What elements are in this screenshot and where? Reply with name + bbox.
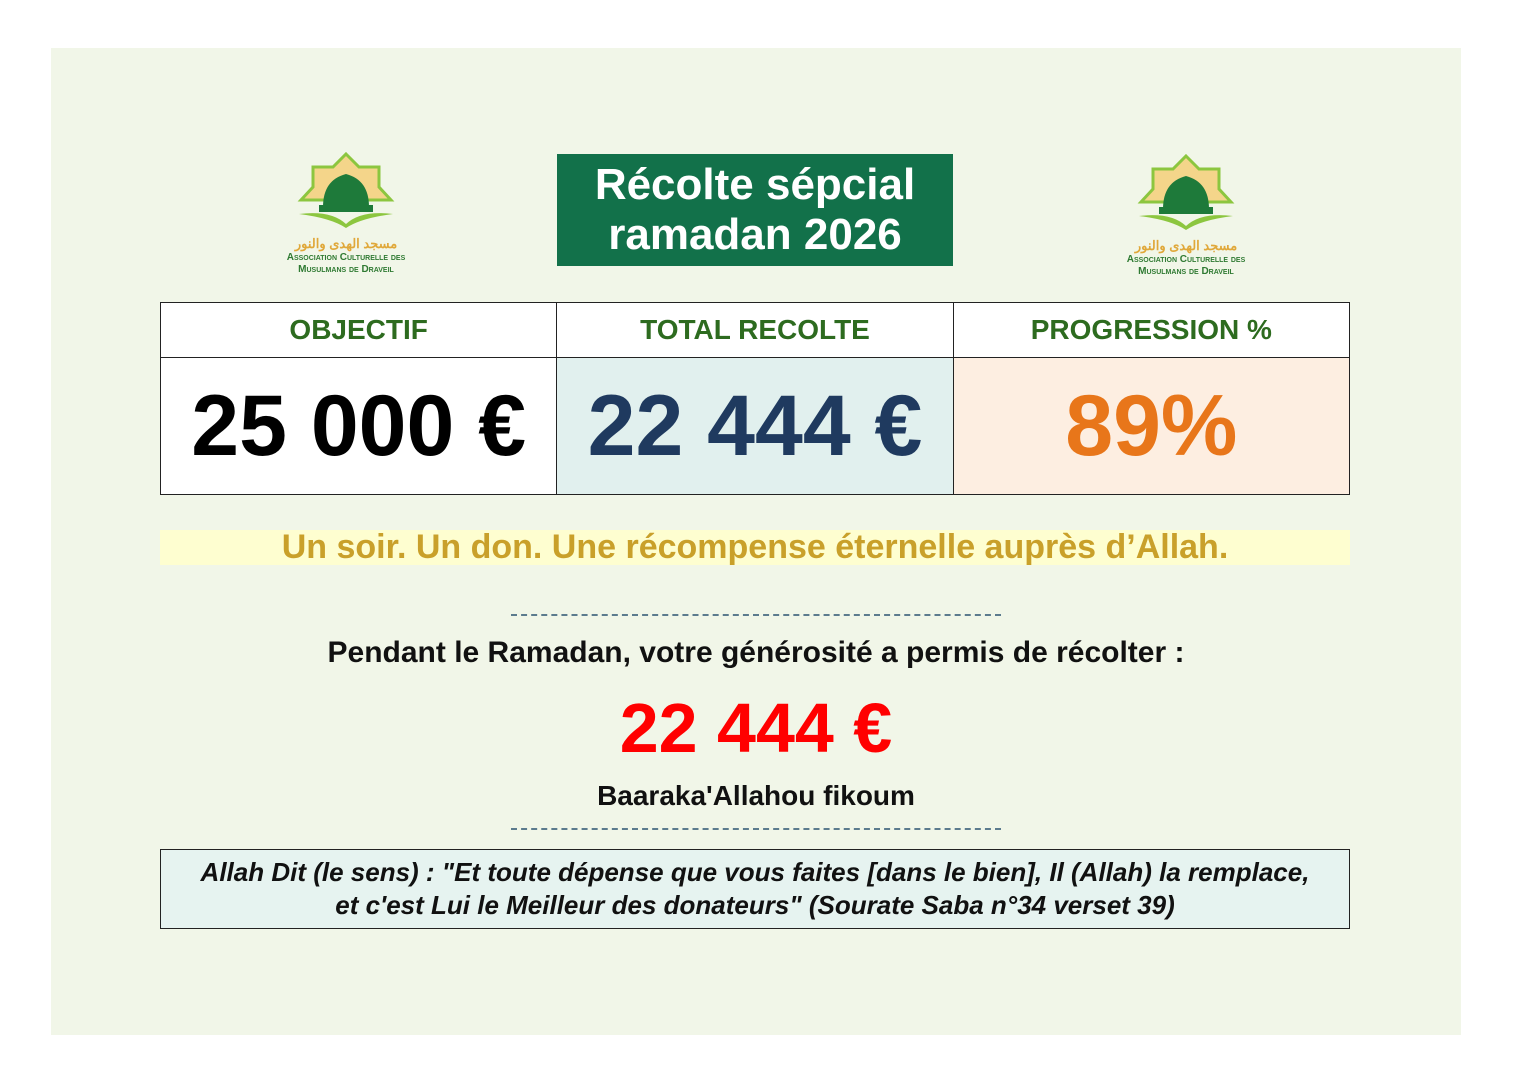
page-title: Récolte sépcial ramadan 2026 bbox=[557, 154, 953, 266]
blessing-text: Baaraka'Allahou fikoum bbox=[597, 780, 915, 811]
value-progression: 89% bbox=[952, 357, 1351, 495]
value-objectif: 25 000 € bbox=[159, 357, 558, 495]
collected-amount: 22 444 € bbox=[619, 689, 893, 767]
value-total: 22 444 € bbox=[556, 357, 954, 495]
header-objectif: OBJECTIF bbox=[159, 302, 558, 358]
header-total: TOTAL RECOLTE bbox=[556, 302, 954, 358]
summary-table: OBJECTIF TOTAL RECOLTE PROGRESSION % 25 … bbox=[159, 302, 1351, 495]
intro-text: Pendant le Ramadan, votre générosité a p… bbox=[327, 636, 1185, 669]
divider bbox=[511, 828, 1001, 830]
quote-box: Allah Dit (le sens) : "Et toute dépense … bbox=[160, 849, 1350, 929]
mosque-logo-icon bbox=[1137, 154, 1235, 230]
slogan: Un soir. Un don. Une récompense éternell… bbox=[160, 530, 1350, 565]
logo-left: مسجد الهدى والنور Association Culturelle… bbox=[246, 152, 446, 276]
poster: مسجد الهدى والنور Association Culturelle… bbox=[51, 48, 1461, 1035]
logo-right: مسجد الهدى والنور Association Culturelle… bbox=[1086, 154, 1286, 278]
header-progression: PROGRESSION % bbox=[952, 302, 1351, 358]
mosque-logo-icon bbox=[297, 152, 395, 228]
divider bbox=[511, 614, 1001, 616]
